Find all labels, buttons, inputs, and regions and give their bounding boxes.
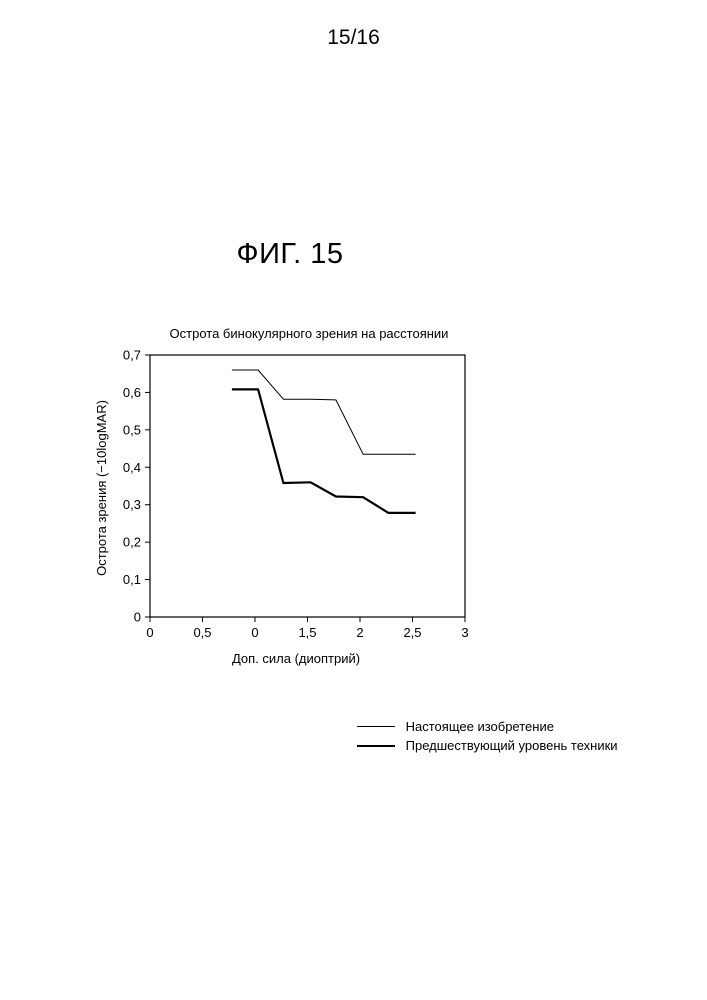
y-tick-label: 0,6 xyxy=(123,385,141,400)
x-tick-label: 0 xyxy=(146,625,153,640)
y-axis-label: Острота зрения (−10logMAR) xyxy=(94,400,109,576)
legend-item-prior-art: Предшествующий уровень техники xyxy=(357,737,618,753)
chart-title: Острота бинокулярного зрения на расстоян… xyxy=(170,326,449,341)
plot-frame xyxy=(150,355,465,617)
legend-thick-line-swatch xyxy=(357,745,395,747)
y-tick-label: 0 xyxy=(134,610,141,625)
series-line-present-invention xyxy=(232,370,416,454)
legend-thin-line-swatch xyxy=(357,726,395,727)
x-tick-label: 1,5 xyxy=(298,625,316,640)
x-tick-label: 2 xyxy=(356,625,363,640)
y-tick-label: 0,2 xyxy=(123,535,141,550)
y-tick-label: 0,3 xyxy=(123,497,141,512)
x-axis-label: Доп. сила (диоптрий) xyxy=(232,651,360,666)
x-tick-label: 3 xyxy=(461,625,468,640)
x-tick-label: 0 xyxy=(251,625,258,640)
x-tick-label: 2,5 xyxy=(403,625,421,640)
series-line-prior-art xyxy=(232,389,416,513)
x-tick-label: 0,5 xyxy=(193,625,211,640)
y-tick-label: 0,7 xyxy=(123,348,141,363)
y-tick-label: 0,5 xyxy=(123,422,141,437)
legend-item-present-invention: Настоящее изобретение xyxy=(357,718,554,734)
y-tick-label: 0,1 xyxy=(123,572,141,587)
y-tick-label: 0,4 xyxy=(123,460,141,475)
legend-label: Предшествующий уровень техники xyxy=(406,738,618,753)
legend-label: Настоящее изобретение xyxy=(406,719,554,734)
